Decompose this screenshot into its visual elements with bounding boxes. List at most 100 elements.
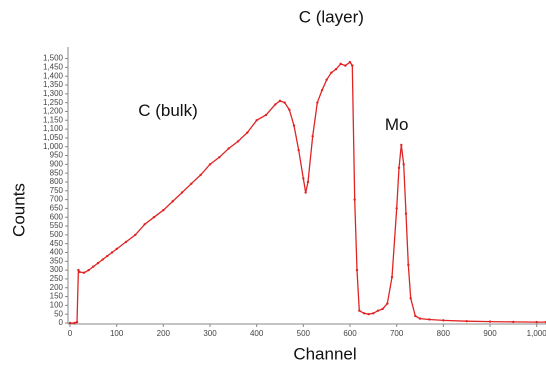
data-point xyxy=(92,265,95,268)
data-point xyxy=(418,317,422,320)
data-point xyxy=(386,302,389,305)
data-point xyxy=(82,271,86,274)
data-point xyxy=(348,60,352,64)
data-point xyxy=(218,156,221,159)
y-tick-label: 800 xyxy=(50,177,64,186)
x-axis-label: Channel xyxy=(293,344,356,363)
y-tick-label: 600 xyxy=(50,212,64,221)
data-point xyxy=(402,163,405,166)
y-tick-label: 1,150 xyxy=(43,115,64,124)
data-point xyxy=(355,268,359,272)
data-point xyxy=(320,89,324,92)
data-point xyxy=(325,78,328,81)
x-tick-label: 1,000 xyxy=(527,329,546,338)
y-tick-label: 350 xyxy=(50,256,64,265)
data-point xyxy=(395,207,398,210)
y-tick-label: 100 xyxy=(50,300,64,309)
x-tick-label: 700 xyxy=(390,329,404,338)
y-tick-label: 1,200 xyxy=(43,107,64,116)
data-point xyxy=(115,247,118,251)
x-tick-label: 400 xyxy=(250,329,264,338)
data-point xyxy=(199,173,202,177)
data-point xyxy=(367,312,370,316)
y-tick-label: 300 xyxy=(50,265,64,274)
data-point xyxy=(465,320,468,323)
y-axis-label: Counts xyxy=(9,183,28,237)
data-point xyxy=(428,318,431,321)
data-point xyxy=(400,143,403,147)
y-tick-label: 1,400 xyxy=(43,71,64,80)
data-point xyxy=(143,223,146,226)
data-point xyxy=(362,312,366,315)
data-point xyxy=(404,212,408,215)
data-point xyxy=(236,140,240,143)
data-point xyxy=(330,71,333,74)
y-tick-label: 1,350 xyxy=(43,80,64,89)
y-tick-label: 0 xyxy=(59,318,64,327)
data-point xyxy=(180,191,184,194)
y-tick-label: 650 xyxy=(50,204,64,213)
data-point xyxy=(87,268,90,272)
data-point xyxy=(376,309,380,312)
data-point xyxy=(302,177,305,180)
data-point xyxy=(255,119,258,122)
data-point xyxy=(162,208,165,212)
data-point xyxy=(264,113,268,117)
y-tick-label: 750 xyxy=(50,186,64,195)
x-tick-label: 200 xyxy=(157,329,171,338)
data-point xyxy=(171,200,174,203)
y-tick-label: 400 xyxy=(50,248,64,257)
data-point xyxy=(358,309,361,312)
y-tick-label: 950 xyxy=(50,151,64,160)
data-point xyxy=(397,166,401,170)
data-point xyxy=(246,131,249,134)
y-tick-label: 1,300 xyxy=(43,89,64,98)
data-point xyxy=(353,198,356,201)
data-point xyxy=(134,233,137,237)
data-point xyxy=(190,182,193,185)
y-tick-label: 900 xyxy=(50,159,64,168)
data-point xyxy=(512,320,515,324)
x-tick-label: 500 xyxy=(297,329,311,338)
data-point xyxy=(535,320,538,324)
data-point xyxy=(227,147,230,150)
y-tick-label: 1,000 xyxy=(43,142,64,151)
y-tick-label: 1,100 xyxy=(43,124,64,133)
annotation: C (layer) xyxy=(299,8,364,27)
data-point xyxy=(292,124,296,127)
y-tick-label: 850 xyxy=(50,168,64,177)
x-tick-label: 900 xyxy=(483,329,497,338)
y-tick-label: 150 xyxy=(50,292,64,301)
y-tick-label: 1,500 xyxy=(43,54,64,63)
y-tick-label: 550 xyxy=(50,221,64,230)
x-tick-label: 300 xyxy=(203,329,217,338)
data-point xyxy=(351,64,354,67)
data-point xyxy=(334,67,338,71)
data-point xyxy=(288,108,291,111)
annotation: Mo xyxy=(385,115,409,134)
data-point xyxy=(283,101,286,104)
data-point xyxy=(311,134,314,138)
x-tick-label: 0 xyxy=(68,329,73,338)
data-point xyxy=(372,312,375,315)
annotation: C (bulk) xyxy=(138,101,198,120)
data-point xyxy=(106,254,109,258)
data-point xyxy=(110,251,114,254)
data-point xyxy=(488,320,492,323)
data-point xyxy=(442,319,445,322)
data-point xyxy=(306,180,310,184)
y-tick-label: 50 xyxy=(54,309,63,318)
data-point xyxy=(316,101,319,104)
spectrum-line xyxy=(70,61,546,324)
data-point xyxy=(278,99,282,103)
y-tick-label: 1,050 xyxy=(43,133,64,142)
data-point xyxy=(381,307,384,311)
data-point xyxy=(73,321,76,325)
data-point xyxy=(339,62,342,66)
y-tick-label: 450 xyxy=(50,239,64,248)
data-point xyxy=(304,191,307,194)
data-point xyxy=(274,103,277,106)
data-point xyxy=(344,64,347,67)
data-point xyxy=(77,268,80,272)
